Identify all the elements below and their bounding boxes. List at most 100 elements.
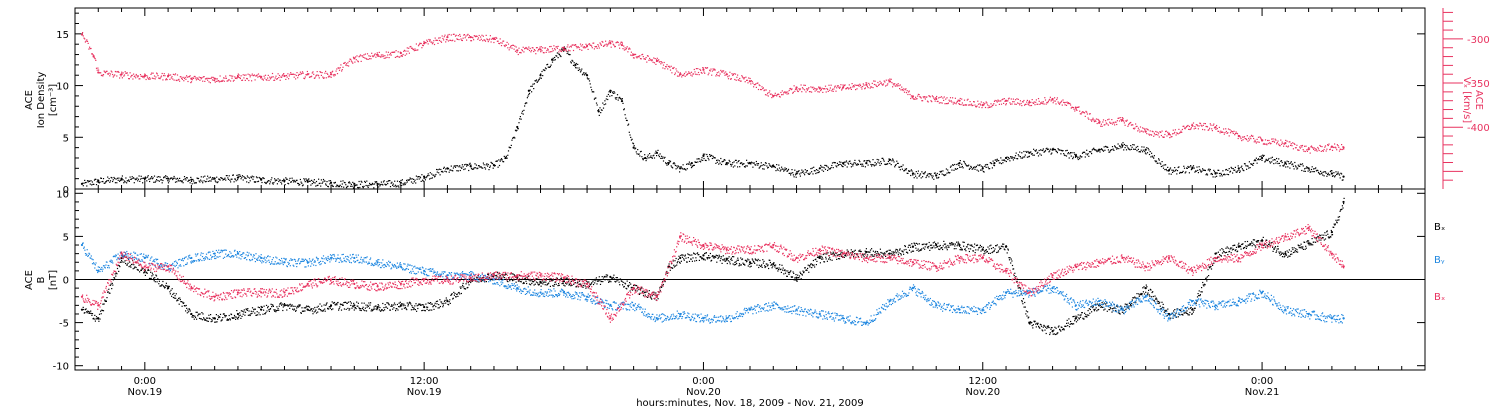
ion-density-dot [1257,158,1260,160]
bx-dot [417,304,419,306]
vx-dot [973,101,975,103]
ion-density-dot [437,169,439,171]
bx-dot [555,283,557,285]
ion-density-dot [375,182,377,184]
vx-dot [905,88,907,90]
vx-dot [347,62,349,64]
ion-density-dot [693,164,695,166]
bx-dot [523,282,525,284]
bx-dot [120,261,122,263]
vx-dot [1130,124,1132,126]
bx-dot [542,281,544,283]
bx-dot [509,280,511,282]
vx-dot [350,60,352,62]
ion-density-dot [330,181,332,183]
vx-dot [426,39,428,41]
ion-density-dot [605,103,607,105]
ion-density-dot [862,165,864,167]
ion-density-dot [1016,158,1018,160]
ion-density-dot [1018,155,1020,157]
ion-density-dot [1225,169,1227,171]
vx-dot [789,88,791,90]
ion-density-dot [99,181,101,183]
ion-density-dot [882,157,884,159]
ion-density-dot [1165,164,1167,166]
vx-dot [754,84,756,86]
vx-dot [128,78,130,80]
ion-density-dot [1198,166,1200,168]
ion-density-dot [999,162,1001,164]
ion-density-dot [174,177,176,179]
bx-dot [300,312,302,314]
vx-dot [633,57,635,59]
ion-density-dot [689,163,691,165]
vx-dot [496,40,498,42]
vx-dot [622,48,624,50]
vx-dot [960,104,962,106]
ion-density-dot [178,180,180,182]
ion-density-dot [343,181,345,184]
ion-density-dot [777,169,779,171]
ion-density-dot [143,177,145,179]
ion-density-dot [234,178,237,180]
ion-density-dot [306,179,308,181]
vx-dot [679,74,681,76]
ion-density-dot [661,157,663,159]
vx-dot [197,78,199,80]
ion-density-dot [1246,165,1248,167]
vx-dot [252,74,254,77]
bx-dot [357,302,359,304]
ion-density-dot [695,161,697,163]
bx-dot [124,260,126,262]
vx-dot [628,47,630,49]
vx-dot [521,49,523,51]
vx-dot [617,41,619,44]
bx-dot [577,281,579,283]
bx-dot [114,273,116,275]
ion-density-dot [1219,175,1221,177]
vx-dot [931,95,933,97]
ion-density-dot [690,164,692,166]
bx-dot [239,312,241,314]
vx-dot [334,73,336,76]
ion-density-dot [920,177,922,179]
ion-density-dot [878,162,880,164]
ion-density-dot [197,177,199,180]
vx-dot [938,97,940,99]
bx-dot [468,284,470,286]
ion-density-dot [687,163,689,165]
vx-dot [987,107,989,109]
ion-density-dot [873,165,875,167]
vx-dot [1051,99,1053,101]
vx-dot [167,76,169,78]
vx-dot [557,45,559,47]
vx-dot [727,76,729,78]
ion-density-dot [1215,172,1217,174]
vx-dot [1220,131,1223,133]
ion-density-dot [1306,166,1308,168]
vx-dot [1052,102,1054,104]
ion-density-dot [1155,160,1158,162]
ion-density-dot [1300,163,1302,166]
vx-dot [391,51,393,53]
bx-dot [581,285,583,287]
ion-density-dot [901,168,903,170]
vx-dot [1238,135,1240,137]
ion-density-dot [1338,174,1341,176]
vx-dot [1341,144,1343,146]
bx-dot [392,304,394,306]
ion-density-dot [190,176,192,178]
vx-dot [1049,98,1051,100]
ion-density-dot [299,178,301,181]
vx-dot [462,37,464,39]
ion-density-dot [419,177,422,179]
bx-dot [115,272,117,274]
bx-dot [574,279,576,281]
ion-density-dot [947,169,949,171]
vx-dot [1264,139,1267,141]
vx-dot [587,48,589,50]
vx-dot [458,39,460,41]
bx-dot [148,269,150,271]
vx-dot [1336,149,1338,151]
vx-dot [764,89,766,91]
